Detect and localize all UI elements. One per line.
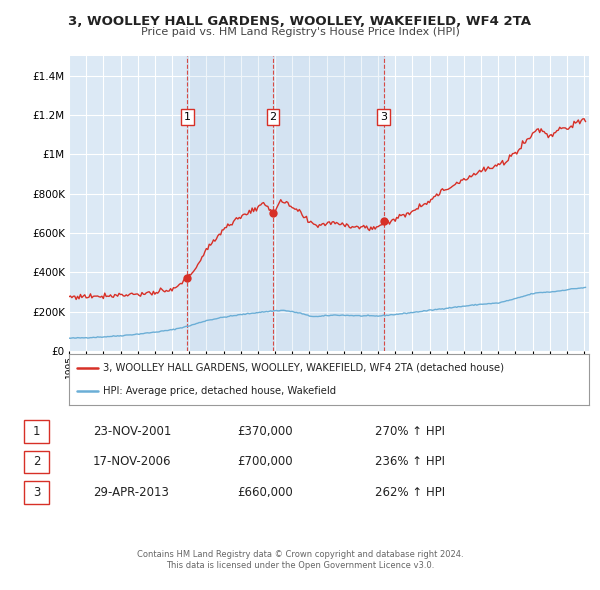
Text: 270% ↑ HPI: 270% ↑ HPI (375, 425, 445, 438)
Text: HPI: Average price, detached house, Wakefield: HPI: Average price, detached house, Wake… (103, 386, 336, 396)
Text: Price paid vs. HM Land Registry's House Price Index (HPI): Price paid vs. HM Land Registry's House … (140, 27, 460, 37)
Text: £700,000: £700,000 (237, 455, 293, 468)
Text: 23-NOV-2001: 23-NOV-2001 (93, 425, 172, 438)
Text: 3, WOOLLEY HALL GARDENS, WOOLLEY, WAKEFIELD, WF4 2TA: 3, WOOLLEY HALL GARDENS, WOOLLEY, WAKEFI… (68, 15, 532, 28)
Text: 17-NOV-2006: 17-NOV-2006 (93, 455, 172, 468)
Text: 236% ↑ HPI: 236% ↑ HPI (375, 455, 445, 468)
Text: Contains HM Land Registry data © Crown copyright and database right 2024.: Contains HM Land Registry data © Crown c… (137, 550, 463, 559)
Bar (187, 56, 383, 351)
Text: 3: 3 (33, 486, 40, 499)
Text: 262% ↑ HPI: 262% ↑ HPI (375, 486, 445, 499)
Text: This data is licensed under the Open Government Licence v3.0.: This data is licensed under the Open Gov… (166, 560, 434, 569)
Text: 1: 1 (184, 112, 191, 122)
Text: 1: 1 (33, 425, 40, 438)
Text: £660,000: £660,000 (237, 486, 293, 499)
Text: 3: 3 (380, 112, 387, 122)
Text: 3, WOOLLEY HALL GARDENS, WOOLLEY, WAKEFIELD, WF4 2TA (detached house): 3, WOOLLEY HALL GARDENS, WOOLLEY, WAKEFI… (103, 363, 504, 373)
Text: £370,000: £370,000 (237, 425, 293, 438)
Text: 29-APR-2013: 29-APR-2013 (93, 486, 169, 499)
Text: 2: 2 (33, 455, 40, 468)
Text: 2: 2 (269, 112, 277, 122)
